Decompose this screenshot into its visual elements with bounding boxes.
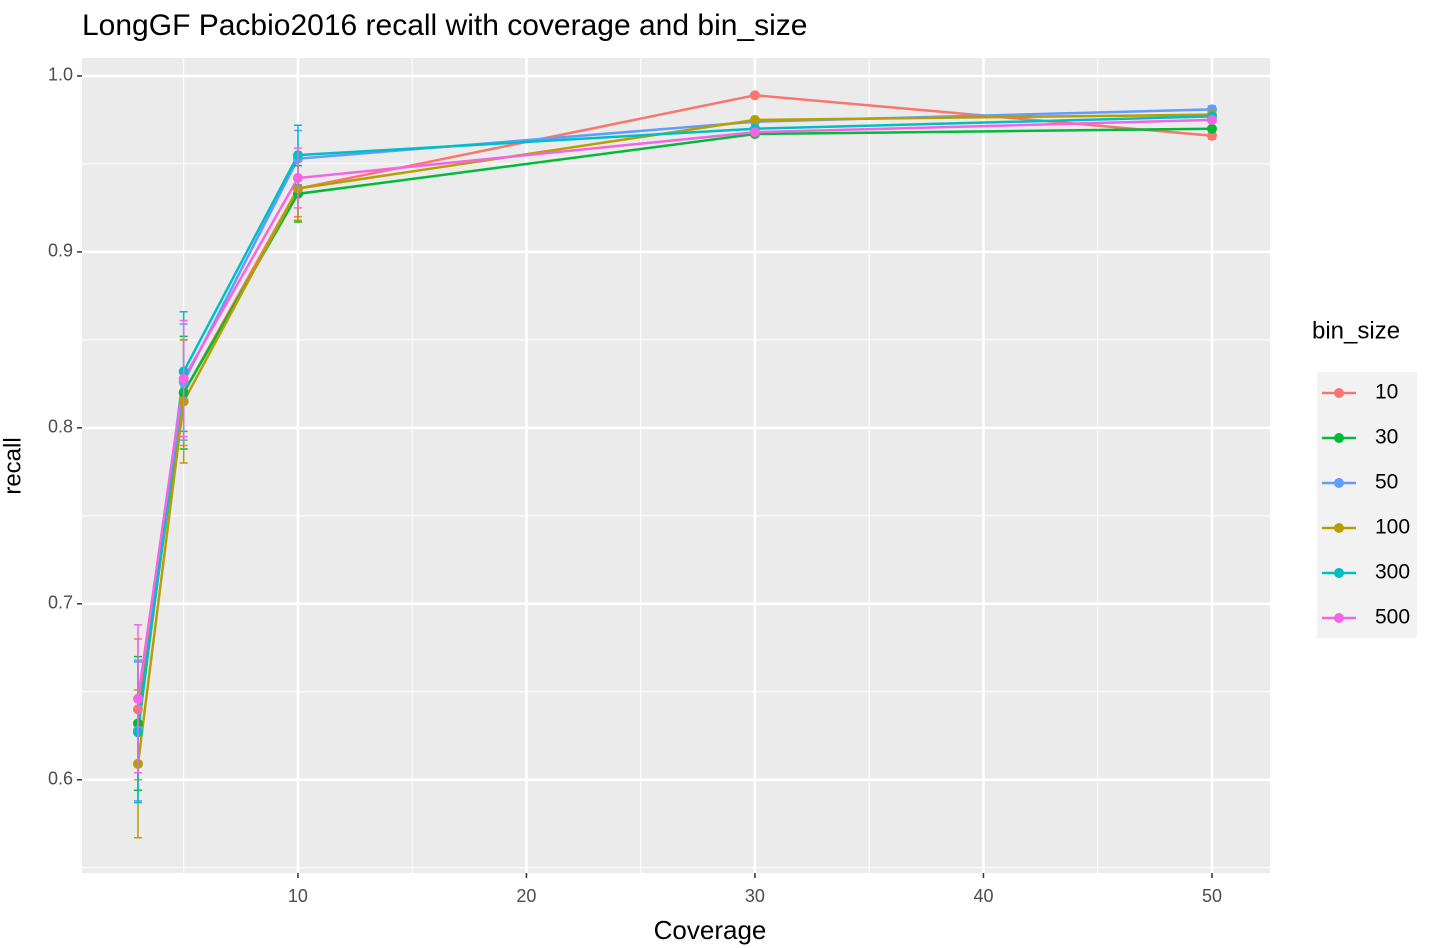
legend-title: bin_size [1312,317,1400,344]
legend-key-point [1334,478,1344,488]
legend-label: 500 [1375,606,1410,629]
point [132,693,143,704]
x-tick-label: 30 [745,886,765,906]
point [1206,114,1217,125]
legend-key-point [1334,433,1344,443]
legend-label: 50 [1375,471,1398,494]
y-tick-label: 1.0 [48,65,73,85]
y-tick-label: 0.7 [48,593,73,613]
x-tick-label: 40 [973,886,993,906]
x-axis-label: Coverage [654,915,767,945]
x-tick-label: 20 [516,886,536,906]
y-tick-label: 0.6 [48,768,73,788]
y-tick-label: 0.9 [48,241,73,261]
legend-key-point [1334,568,1344,578]
legend-label: 100 [1375,516,1410,539]
point [749,127,760,138]
point [749,114,760,125]
legend-key-point [1334,388,1344,398]
legend-key-point [1334,613,1344,623]
legend-label: 10 [1375,381,1398,404]
point [749,90,760,101]
legend-key-point [1334,523,1344,533]
y-axis-label: recall [0,437,26,494]
panel [82,58,1270,873]
legend-label: 300 [1375,561,1410,584]
point [1206,123,1217,134]
x-tick-label: 10 [288,886,308,906]
point [292,172,303,183]
y-tick-label: 0.8 [48,417,73,437]
legend-label: 30 [1375,426,1398,449]
point [1206,130,1217,141]
chart-title: LongGF Pacbio2016 recall with coverage a… [82,9,807,42]
x-tick-label: 50 [1202,886,1222,906]
point [178,373,189,384]
legend-box [1317,372,1417,638]
